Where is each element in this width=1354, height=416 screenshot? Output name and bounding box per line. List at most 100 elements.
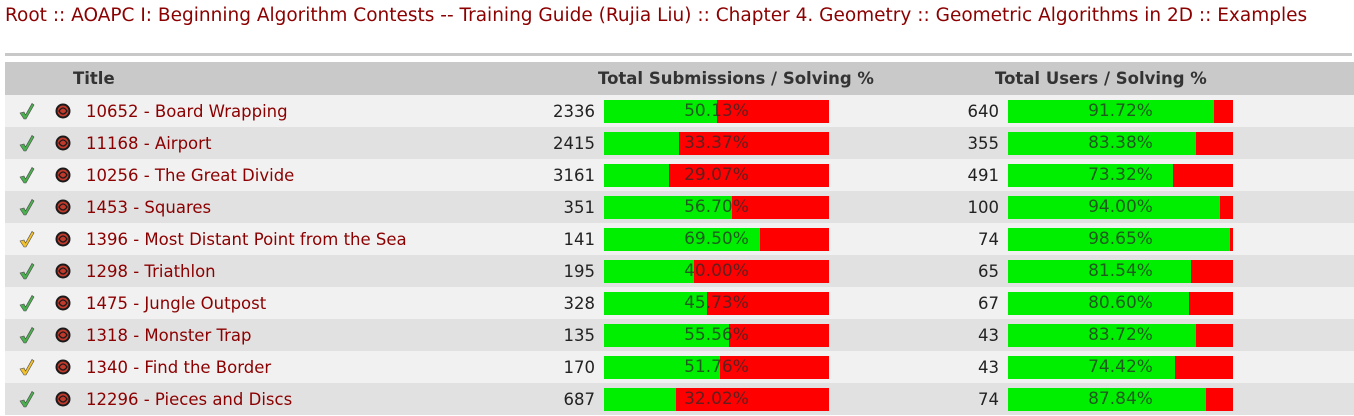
- submissions-percent: 56.70%: [684, 196, 749, 217]
- status-cell: [5, 319, 41, 351]
- title-cell: 1318 - Monster Trap: [73, 319, 503, 351]
- users-progress-bar: 94.00%: [1008, 195, 1234, 219]
- users-percent: 73.32%: [1088, 164, 1153, 185]
- pdf-icon[interactable]: [54, 262, 72, 280]
- submissions-progress-fill: [604, 163, 670, 187]
- pdf-icon[interactable]: [54, 230, 72, 248]
- title-cell: 1475 - Jungle Outpost: [73, 287, 503, 319]
- submissions-count: 195: [503, 255, 604, 287]
- submissions-progress-fill: [604, 291, 707, 315]
- submissions-count: 135: [503, 319, 604, 351]
- submissions-bar-cell: 56.70%: [604, 191, 909, 223]
- pdf-icon[interactable]: [54, 358, 72, 376]
- problem-link[interactable]: 10652 - Board Wrapping: [86, 101, 288, 121]
- breadcrumb-root[interactable]: Root: [5, 5, 47, 26]
- users-percent: 83.72%: [1088, 324, 1153, 345]
- problem-link[interactable]: 12296 - Pieces and Discs: [86, 389, 293, 409]
- users-progress-fill: [1008, 387, 1206, 411]
- breadcrumb-book[interactable]: AOAPC I: Beginning Algorithm Contests --…: [71, 5, 692, 26]
- table-row: 1318 - Monster Trap 135 55.56% 43 83.72%: [5, 319, 1354, 351]
- problem-table: Title Total Submissions / Solving % Tota…: [5, 62, 1354, 415]
- users-progress-fill: [1008, 227, 1230, 251]
- pdf-cell: [41, 287, 73, 319]
- breadcrumb-subsection[interactable]: Examples: [1217, 5, 1308, 26]
- submissions-progress-fill: [604, 387, 677, 411]
- users-count: 74: [908, 223, 1009, 255]
- breadcrumb-separator: ::: [917, 5, 930, 26]
- pdf-icon[interactable]: [54, 166, 72, 184]
- problem-link[interactable]: 10256 - The Great Divide: [86, 165, 295, 185]
- users-count: 74: [908, 383, 1009, 415]
- table-row: 11168 - Airport 2415 33.37% 355 83.38%: [5, 127, 1354, 159]
- problem-link[interactable]: 1453 - Squares: [86, 197, 212, 217]
- users-bar-cell: 74.42%: [1008, 351, 1354, 383]
- problem-link[interactable]: 1340 - Find the Border: [86, 357, 272, 377]
- users-bar-cell: 87.84%: [1008, 383, 1354, 415]
- users-progress-fill: [1008, 291, 1190, 315]
- pdf-icon[interactable]: [54, 326, 72, 344]
- users-count: 100: [908, 191, 1009, 223]
- status-cell: [5, 351, 41, 383]
- submissions-count: 2415: [503, 127, 604, 159]
- pdf-cell: [41, 319, 73, 351]
- submissions-progress-bar: 50.13%: [604, 99, 829, 123]
- submissions-progress-fill: [604, 227, 761, 251]
- table-row: 1453 - Squares 351 56.70% 100 94.00%: [5, 191, 1354, 223]
- breadcrumb-chapter[interactable]: Chapter 4. Geometry: [715, 5, 912, 26]
- breadcrumb-separator: ::: [697, 5, 710, 26]
- table-row: 10652 - Board Wrapping 2336 50.13% 640 91.72…: [5, 95, 1354, 127]
- problem-link[interactable]: 1396 - Most Distant Point from the Sea: [86, 229, 407, 249]
- title-cell: 1298 - Triathlon: [73, 255, 503, 287]
- status-cell: [5, 383, 41, 415]
- solved-check-icon: [18, 294, 36, 312]
- breadcrumb-separator: ::: [52, 5, 66, 26]
- submissions-count: 3161: [503, 159, 604, 191]
- title-cell: 1396 - Most Distant Point from the Sea: [73, 223, 503, 255]
- users-count: 67: [908, 287, 1009, 319]
- pdf-cell: [41, 191, 73, 223]
- solved-check-icon: [18, 198, 36, 216]
- header-title: Title: [73, 62, 503, 95]
- submissions-progress-bar: 45.73%: [604, 291, 829, 315]
- submissions-progress-bar: 51.76%: [604, 355, 829, 379]
- attempted-check-icon: [18, 230, 36, 248]
- status-cell: [5, 191, 41, 223]
- solved-check-icon: [18, 262, 36, 280]
- submissions-percent: 55.56%: [684, 324, 749, 345]
- pdf-icon[interactable]: [54, 198, 72, 216]
- pdf-icon[interactable]: [54, 134, 72, 152]
- status-cell: [5, 127, 41, 159]
- status-cell: [5, 287, 41, 319]
- problem-link[interactable]: 11168 - Airport: [86, 133, 212, 153]
- solved-check-icon: [18, 326, 36, 344]
- title-cell: 11168 - Airport: [73, 127, 503, 159]
- table-row: 10256 - The Great Divide 3161 29.07% 491 73.…: [5, 159, 1354, 191]
- users-progress-bar: 81.54%: [1008, 259, 1234, 283]
- users-count: 43: [908, 351, 1009, 383]
- problem-link[interactable]: 1298 - Triathlon: [86, 261, 216, 281]
- pdf-icon[interactable]: [54, 294, 72, 312]
- submissions-progress-bar: 55.56%: [604, 323, 829, 347]
- title-cell: 10652 - Board Wrapping: [73, 95, 503, 127]
- status-cell: [5, 255, 41, 287]
- problem-link[interactable]: 1318 - Monster Trap: [86, 325, 252, 345]
- breadcrumb-section[interactable]: Geometric Algorithms in 2D: [935, 5, 1193, 26]
- users-bar-cell: 73.32%: [1008, 159, 1354, 191]
- submissions-count: 2336: [503, 95, 604, 127]
- submissions-progress-fill: [604, 259, 694, 283]
- submissions-progress-bar: 32.02%: [604, 387, 829, 411]
- table-row: 1396 - Most Distant Point from the Sea 14…: [5, 223, 1354, 255]
- status-cell: [5, 95, 41, 127]
- status-cell: [5, 159, 41, 191]
- problem-link[interactable]: 1475 - Jungle Outpost: [86, 293, 267, 313]
- pdf-icon[interactable]: [54, 390, 72, 408]
- submissions-progress-bar: 33.37%: [604, 131, 829, 155]
- pdf-icon[interactable]: [54, 102, 72, 120]
- submissions-percent: 69.50%: [684, 228, 749, 249]
- users-progress-bar: 83.72%: [1008, 323, 1234, 347]
- submissions-percent: 51.76%: [684, 356, 749, 377]
- submissions-progress-bar: 40.00%: [604, 259, 829, 283]
- users-percent: 83.38%: [1088, 132, 1153, 153]
- users-percent: 74.42%: [1088, 356, 1153, 377]
- submissions-progress-fill: [604, 355, 721, 379]
